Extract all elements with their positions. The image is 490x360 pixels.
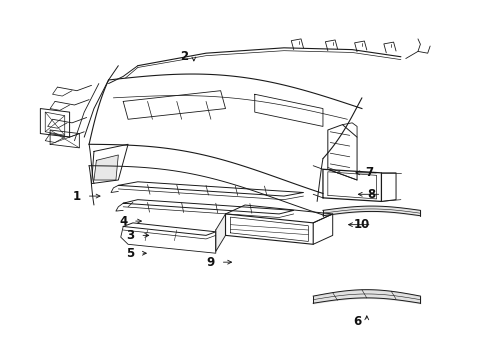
Text: 10: 10 — [354, 218, 370, 231]
Text: 1: 1 — [73, 190, 81, 203]
Polygon shape — [94, 155, 118, 180]
Text: 3: 3 — [126, 229, 135, 242]
Text: 9: 9 — [207, 256, 215, 269]
Text: 6: 6 — [353, 315, 361, 328]
Text: 4: 4 — [119, 215, 127, 228]
Text: 2: 2 — [180, 50, 188, 63]
Text: 5: 5 — [126, 247, 135, 260]
Text: 7: 7 — [365, 166, 373, 179]
Polygon shape — [216, 214, 225, 251]
Text: 8: 8 — [368, 188, 376, 201]
